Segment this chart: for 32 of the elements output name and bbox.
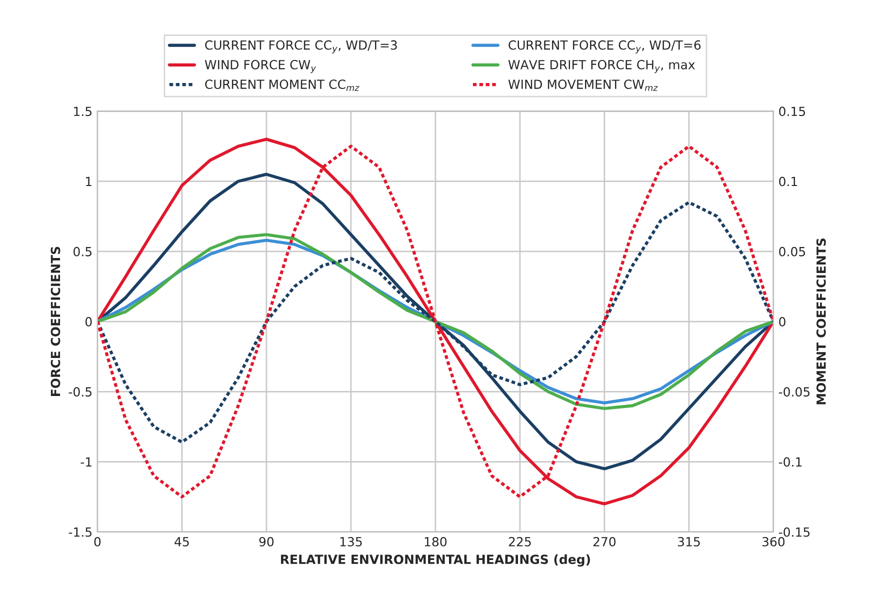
y2-tick-label: 0.05	[779, 246, 806, 256]
y2-tick-label: 0.1	[779, 176, 798, 186]
x-tick-label: 135	[340, 536, 362, 546]
x-tick-label: 360	[762, 536, 785, 546]
y2-axis-title: MOMENT COEFFICIENTS	[816, 238, 826, 404]
y-tick-label: 1.5	[74, 106, 92, 116]
x-tick-label: 0	[94, 536, 101, 546]
legend-label: WIND MOVEMENT CW$_{mz}$	[508, 80, 658, 91]
x-tick-label: 180	[424, 536, 447, 546]
y-tick-label: -1	[80, 457, 92, 467]
y-tick-label: 0.5	[74, 246, 92, 256]
x-tick-label: 315	[678, 536, 700, 546]
y2-tick-label: 0	[779, 317, 786, 326]
legend-label: WIND FORCE CW$_{y}$	[204, 60, 316, 74]
y2-tick-label: -0.1	[778, 457, 802, 467]
legend-label: CURRENT FORCE CC$_{y}$, WD/T=6	[508, 40, 701, 54]
legend-label: CURRENT FORCE CC$_{y}$, WD/T=3	[205, 40, 397, 54]
y-tick-label: -0.5	[68, 387, 92, 397]
y-tick-label: 1	[86, 176, 92, 186]
legend-label: WAVE DRIFT FORCE CH$_{y}$, max	[508, 60, 695, 74]
legend-label: CURRENT MOMENT CC$_{mz}$	[205, 80, 360, 91]
y2-tick-label: -0.05	[778, 387, 810, 397]
y-axis-title: FORCE COEFFICIENTS	[50, 246, 60, 396]
y2-tick-label: 0.15	[779, 106, 806, 116]
y-tick-label: 0	[85, 317, 92, 326]
x-tick-label: 270	[593, 536, 616, 546]
x-tick-label: 225	[508, 536, 531, 546]
y-tick-label: -1.5	[68, 528, 92, 537]
x-tick-label: 45	[174, 537, 189, 546]
y2-tick-label: -0.15	[778, 527, 810, 537]
x-axis-title: RELATIVE ENVIRONMENTAL HEADINGS (deg)	[280, 554, 590, 567]
x-tick-label: 90	[259, 536, 274, 546]
